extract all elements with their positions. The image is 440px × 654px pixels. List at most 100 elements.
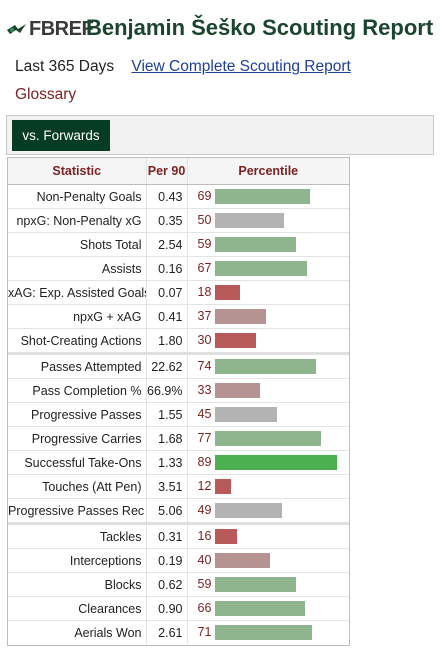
stat-name: xAG: Exp. Assisted Goals [8,280,146,305]
percentile-cell: 77 [186,426,349,451]
percentile-bar [214,407,277,422]
tab-vs-forwards[interactable]: vs. Forwards [12,120,110,151]
percentile-cell: 18 [186,280,349,305]
percentile-header[interactable]: Percentile [186,158,349,185]
stat-name: npxG + xAG [8,304,146,329]
percentile-cell: 16 [186,522,349,549]
stat-name: Interceptions [8,548,146,573]
percentile-value: 12 [197,479,212,493]
percentile-value: 30 [197,333,212,347]
header: FBREF Benjamin Šeško Scouting Report [0,0,440,60]
stathead-bird-icon [7,23,26,34]
percentile-cell: 71 [186,620,349,644]
percentile-bar [214,261,307,276]
per90-value: 2.54 [145,232,187,257]
stat-name: Touches (Att Pen) [8,474,146,499]
table-row: Progressive Carries 1.68 77 [8,426,349,451]
percentile-value: 49 [197,503,212,517]
percentile-cell: 12 [186,474,349,499]
percentile-cell: 89 [186,450,349,475]
percentile-value: 74 [197,359,212,373]
percentile-value: 18 [197,285,212,299]
table-row: Touches (Att Pen) 3.51 12 [8,474,349,499]
table-row: Successful Take-Ons 1.33 89 [8,450,349,475]
percentile-bar [214,553,270,568]
percentile-cell: 59 [186,572,349,597]
percentile-bar [214,577,296,592]
per90-value: 1.55 [145,402,187,427]
percentile-cell: 49 [186,498,349,524]
stat-name: Aerials Won [8,620,146,644]
table-row: Interceptions 0.19 40 [8,548,349,573]
percentile-cell: 30 [186,328,349,354]
table-row: Non-Penalty Goals 0.43 69 [8,184,349,209]
percentile-value: 89 [197,455,212,469]
percentile-bar [214,213,284,228]
brand-name: FBREF [29,18,94,40]
per90-value: 0.43 [145,184,187,209]
percentile-value: 66 [197,601,212,615]
percentile-cell: 69 [186,184,349,209]
percentile-cell: 40 [186,548,349,573]
percentile-bar [214,479,231,494]
table-row: Progressive Passes Rec 5.06 49 [8,498,349,524]
page-title: Benjamin Šeško Scouting Report [86,15,434,40]
glossary-link[interactable]: Glossary [15,86,77,103]
stat-name: Assists [8,256,146,281]
per90-value: 2.61 [145,620,187,644]
percentile-cell: 74 [186,352,349,379]
per90-value: 0.31 [145,522,187,549]
percentile-cell: 37 [186,304,349,329]
percentile-value: 45 [197,407,212,421]
stat-name: Passes Attempted [8,352,146,379]
report-period-row: Last 365 Days View Complete Scouting Rep… [15,58,351,76]
percentile-value: 71 [197,625,212,639]
percentile-value: 16 [197,529,212,543]
percentile-value: 40 [197,553,212,567]
table-row: Tackles 0.31 16 [8,522,349,549]
comparison-tab-bar: vs. Forwards [6,115,434,155]
table-row: Assists 0.16 67 [8,256,349,281]
table-row: npxG + xAG 0.41 37 [8,304,349,329]
stat-name: Progressive Passes [8,402,146,427]
statistic-header[interactable]: Statistic [8,158,146,185]
complete-report-link[interactable]: View Complete Scouting Report [131,58,351,75]
per90-header[interactable]: Per 90 [145,158,187,185]
per90-value: 0.41 [145,304,187,329]
percentile-cell: 33 [186,378,349,403]
table-body: Non-Penalty Goals 0.43 69 npxG: Non-Penalty… [8,184,349,644]
table-row: Aerials Won 2.61 71 [8,620,349,644]
per90-value: 1.68 [145,426,187,451]
percentile-value: 59 [197,577,212,591]
stat-name: Tackles [8,522,146,549]
percentile-value: 37 [197,309,212,323]
percentile-bar [214,625,312,640]
stat-name: Blocks [8,572,146,597]
percentile-value: 59 [197,237,212,251]
percentile-bar [214,383,260,398]
percentile-bar [214,333,256,348]
fbref-logo[interactable]: FBREF [6,18,94,41]
percentile-bar [214,189,310,204]
per90-value: 0.35 [145,208,187,233]
per90-value: 0.19 [145,548,187,573]
percentile-value: 77 [197,431,212,445]
table-row: Pass Completion % 66.9% 33 [8,378,349,403]
percentile-bar [214,503,282,518]
scouting-table: Statistic Per 90 Percentile Non-Penalty … [7,157,350,646]
stat-name: Pass Completion % [8,378,146,403]
percentile-bar [214,359,316,374]
percentile-cell: 45 [186,402,349,427]
percentile-cell: 66 [186,596,349,621]
table-header-row: Statistic Per 90 Percentile [8,158,349,185]
percentile-value: 67 [197,261,212,275]
stat-name: Successful Take-Ons [8,450,146,475]
stat-name: Progressive Carries [8,426,146,451]
percentile-value: 50 [197,213,212,227]
per90-value: 5.06 [145,498,187,524]
per90-value: 3.51 [145,474,187,499]
per90-value: 66.9% [145,378,187,403]
table-row: npxG: Non-Penalty xG 0.35 50 [8,208,349,233]
percentile-bar [214,455,337,470]
stat-name: Progressive Passes Rec [8,498,146,524]
